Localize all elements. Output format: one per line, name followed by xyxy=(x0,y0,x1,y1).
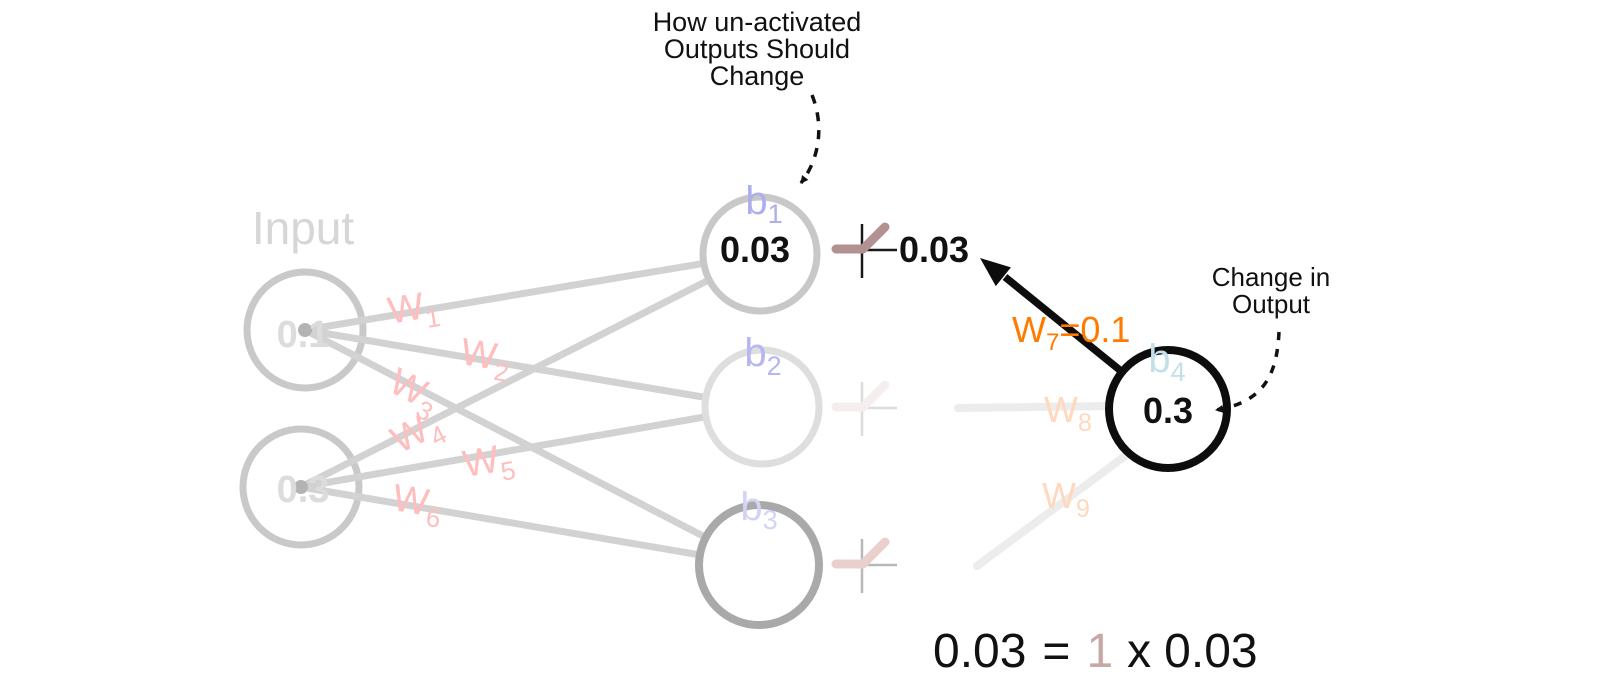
relu-icon-1-curve xyxy=(831,222,890,254)
weight-label-w7: W7=0.1 xyxy=(1012,309,1130,356)
input-node-2-value: 0.3 xyxy=(277,469,330,511)
annotation-top-arrow xyxy=(799,94,821,185)
weight-label-w2: W2 xyxy=(456,331,514,388)
w7-arrow-shaft xyxy=(1002,274,1124,374)
input-layer-label: Input xyxy=(252,202,355,254)
hidden-node-b2 xyxy=(701,346,823,468)
edge-hidden2-output-w8 xyxy=(954,402,1116,412)
weight-label-w8: W8 xyxy=(1044,389,1092,437)
edge-hidden3-output-w9 xyxy=(973,452,1129,570)
annotation-change-in-output: Change in Output xyxy=(1212,262,1331,413)
relu-icon-3-curve xyxy=(831,537,890,569)
bias-label-b2: b2 xyxy=(744,331,781,381)
edge-input2-hidden2 xyxy=(297,403,766,491)
annotation-top-line1: How un-activated xyxy=(653,7,862,37)
relu-icon-2-curve xyxy=(831,380,890,412)
relu-icon-1 xyxy=(831,222,897,278)
gradient-equation: 0.03 = 1 x 0.03 xyxy=(933,625,1258,678)
activated-output-value: 0.03 xyxy=(899,229,969,270)
hidden-node-b3 xyxy=(695,501,823,629)
input-node-1-value: 0.1 xyxy=(277,314,330,356)
equation-operand: 0.03 xyxy=(1164,625,1257,678)
output-node-b4 xyxy=(1105,346,1231,472)
bias-label-b1: b1 xyxy=(745,179,782,229)
edge-junction-dot-1 xyxy=(298,323,312,337)
edge-input2-hidden1 xyxy=(297,250,764,491)
output-node-value: 0.3 xyxy=(1143,390,1193,431)
hidden-node-b1-value: 0.03 xyxy=(720,229,790,270)
edge-junction-dot-2 xyxy=(294,480,308,494)
annotation-output-line1: Change in xyxy=(1212,262,1331,292)
relu-icon-3 xyxy=(831,537,897,593)
edge-input1-hidden1 xyxy=(301,250,764,334)
weight-label-w5: W5 xyxy=(460,436,518,493)
weight-label-w1: W1 xyxy=(385,283,443,340)
equation-times: x xyxy=(1127,625,1151,678)
equation-result: 0.03 xyxy=(933,625,1026,678)
equation-gradient-term: 1 xyxy=(1086,625,1113,678)
annotation-output-line2: Output xyxy=(1232,289,1311,319)
hidden-node-b1 xyxy=(699,193,821,315)
equation-equals: = xyxy=(1042,625,1070,678)
annotation-top-line2: Outputs Should xyxy=(664,34,850,64)
w7-gradient-arrow xyxy=(980,258,1124,374)
weight-label-w9: W9 xyxy=(1042,475,1090,523)
edge-input2-hidden3 xyxy=(297,483,763,569)
bias-label-b3: b3 xyxy=(740,485,777,535)
annotation-output-arrow xyxy=(1215,331,1281,413)
annotation-top-line3: Change xyxy=(710,61,805,91)
w7-arrow-head xyxy=(980,258,1011,287)
annotation-unactivated-change: How un-activated Outputs Should Change xyxy=(653,7,862,185)
weight-label-w6: W6 xyxy=(388,477,446,534)
bias-label-b4: b4 xyxy=(1148,337,1185,387)
relu-icon-2 xyxy=(831,380,897,436)
